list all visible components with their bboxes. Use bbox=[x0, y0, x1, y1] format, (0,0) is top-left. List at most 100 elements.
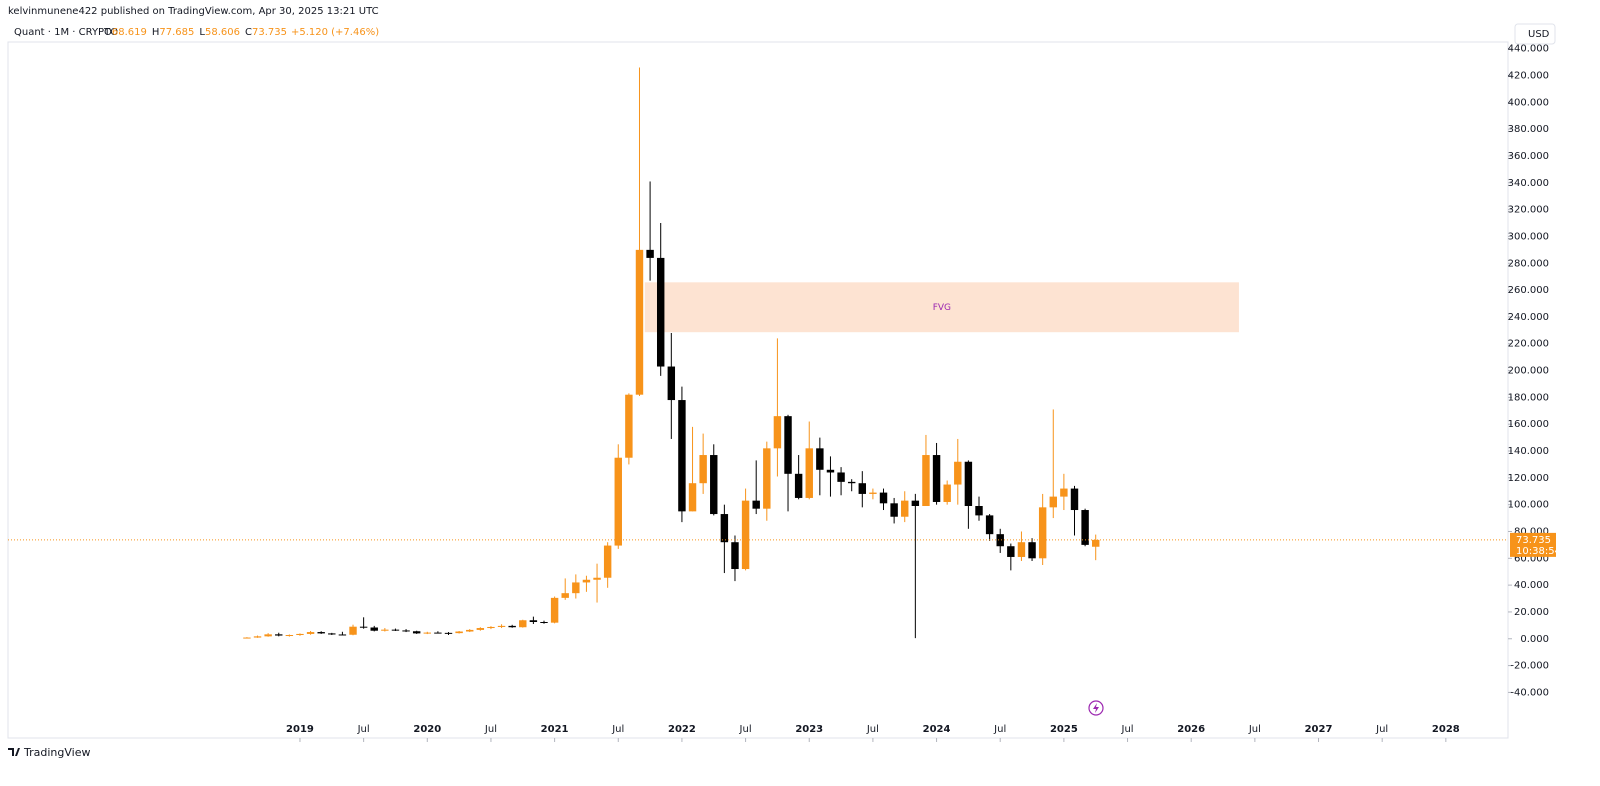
y-tick-label: 20.000 bbox=[1514, 607, 1549, 618]
y-tick-label: 320.000 bbox=[1508, 205, 1549, 216]
candle-body bbox=[858, 483, 867, 494]
candle-body bbox=[434, 632, 442, 634]
candle-body bbox=[816, 448, 824, 470]
candle-body bbox=[901, 500, 909, 517]
candle-body bbox=[391, 629, 400, 631]
y-tick-label: -20.000 bbox=[1510, 661, 1549, 672]
candle-body bbox=[964, 461, 973, 506]
y-tick-label: 0.000 bbox=[1520, 634, 1549, 645]
candle-body bbox=[423, 632, 432, 634]
y-tick-label: 40.000 bbox=[1514, 580, 1549, 591]
candle-body bbox=[476, 628, 485, 630]
published-line: kelvinmunene422 published on TradingView… bbox=[8, 6, 379, 17]
candle-body bbox=[932, 455, 941, 502]
legend-label: L bbox=[199, 27, 205, 38]
candle-body bbox=[646, 249, 654, 258]
candle-body bbox=[328, 633, 336, 635]
candle-body bbox=[455, 631, 463, 634]
candle-body bbox=[911, 500, 920, 506]
y-tick-label: 120.000 bbox=[1508, 473, 1549, 484]
candle-body bbox=[1060, 488, 1068, 497]
candle-body bbox=[349, 626, 357, 635]
y-tick-label: 360.000 bbox=[1508, 151, 1549, 162]
candle-body bbox=[370, 627, 378, 631]
candle-body bbox=[710, 455, 718, 515]
candle-body bbox=[731, 542, 739, 570]
candle-body bbox=[561, 593, 569, 598]
candle-body bbox=[275, 634, 283, 636]
x-tick-label: Jul bbox=[611, 724, 624, 735]
legend-value: 73.735 bbox=[252, 27, 287, 38]
candle-body bbox=[466, 629, 474, 632]
logo[interactable]: TradingView bbox=[8, 746, 90, 759]
x-tick-label: 2021 bbox=[541, 724, 569, 735]
currency-button[interactable] bbox=[1514, 23, 1556, 45]
candle-body bbox=[582, 579, 591, 583]
candle-body bbox=[243, 637, 251, 639]
candle-body bbox=[879, 492, 888, 504]
candle-body bbox=[869, 492, 877, 494]
x-tick-label: Jul bbox=[866, 724, 879, 735]
legend-change: +5.120 (+7.46%) bbox=[291, 27, 379, 38]
plot-frame bbox=[7, 41, 1509, 739]
candle-body bbox=[572, 582, 580, 594]
candle-body bbox=[826, 469, 835, 473]
x-tick-label: 2026 bbox=[1177, 724, 1205, 735]
candle-body bbox=[656, 257, 665, 367]
y-tick-label: 240.000 bbox=[1508, 312, 1549, 323]
y-tick-label: 440.000 bbox=[1508, 44, 1549, 55]
candle-body bbox=[752, 500, 760, 509]
candle-body bbox=[264, 634, 272, 637]
candle-body bbox=[1081, 510, 1089, 545]
x-tick-label: 2027 bbox=[1305, 724, 1333, 735]
candle-body bbox=[1038, 507, 1047, 559]
candle-body bbox=[954, 461, 962, 485]
x-tick-label: Jul bbox=[484, 724, 497, 735]
candle-body bbox=[837, 472, 845, 482]
x-tick-label: 2020 bbox=[413, 724, 441, 735]
candle-body bbox=[985, 515, 994, 535]
x-tick-label: Jul bbox=[1121, 724, 1134, 735]
y-tick-label: 340.000 bbox=[1508, 178, 1549, 189]
candle-body bbox=[1091, 539, 1100, 547]
candle-body bbox=[1070, 488, 1079, 511]
legend-label: C bbox=[245, 27, 252, 38]
countdown: 10:38:54 bbox=[1516, 546, 1561, 557]
candle-body bbox=[306, 632, 315, 634]
y-tick-label: -40.000 bbox=[1510, 687, 1549, 698]
x-tick-label: 2019 bbox=[286, 724, 314, 735]
y-tick-label: 420.000 bbox=[1508, 71, 1549, 82]
candle-body bbox=[699, 455, 707, 484]
candle-body bbox=[603, 545, 612, 578]
event-icon[interactable] bbox=[1088, 700, 1104, 716]
y-tick-label: 380.000 bbox=[1508, 124, 1549, 135]
candle-body bbox=[847, 481, 856, 484]
fvg-label: FVG bbox=[933, 303, 951, 313]
candle-body bbox=[1007, 546, 1015, 557]
candle-body bbox=[296, 633, 304, 636]
x-tick-label: Jul bbox=[993, 724, 1006, 735]
candle-body bbox=[720, 514, 729, 543]
x-tick-label: 2022 bbox=[668, 724, 696, 735]
currency: USD bbox=[1528, 29, 1550, 40]
last-price-label: 73.735 bbox=[1516, 535, 1551, 546]
candle-body bbox=[1017, 542, 1026, 557]
x-tick-label: Jul bbox=[739, 724, 752, 735]
legend-label: O bbox=[104, 27, 112, 38]
candle-body bbox=[487, 626, 495, 629]
y-tick-label: 60.000 bbox=[1514, 553, 1549, 564]
y-tick-label: 80.000 bbox=[1514, 526, 1549, 537]
candle-body bbox=[996, 534, 1004, 547]
candle-body bbox=[890, 503, 898, 517]
chart-title: Quant · 1M · CRYPTO bbox=[14, 27, 118, 38]
candle-body bbox=[381, 629, 389, 631]
candle-body bbox=[975, 506, 983, 516]
x-tick-label: 2023 bbox=[795, 724, 823, 735]
candle-body bbox=[688, 483, 697, 512]
logo-mark bbox=[8, 748, 20, 756]
candle-body bbox=[805, 448, 813, 498]
legend-value: 58.606 bbox=[205, 27, 240, 38]
candle-body bbox=[317, 632, 325, 634]
